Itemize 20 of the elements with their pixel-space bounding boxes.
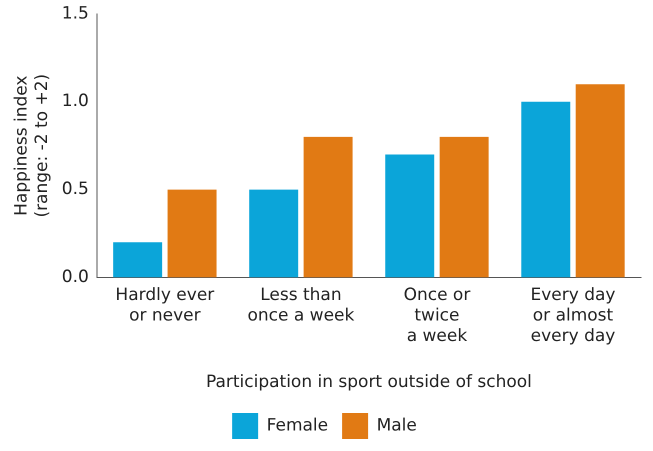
x-tick-label: Once or twice a week xyxy=(404,285,470,346)
bar xyxy=(304,136,353,278)
y-tick-label: 1.5 xyxy=(62,3,89,24)
x-tick-label: Hardly ever or never xyxy=(115,285,214,326)
bar xyxy=(168,190,217,278)
x-axis-title: Participation in sport outside of school xyxy=(206,372,532,392)
x-tick-label: Less than once a week xyxy=(247,285,354,326)
bar xyxy=(113,242,162,278)
bar xyxy=(521,102,570,278)
legend-label: Male xyxy=(376,415,417,436)
bar xyxy=(385,154,434,278)
y-tick-label: 0.0 xyxy=(62,266,89,287)
x-tick-label: Every day or almost every day xyxy=(530,285,616,346)
y-tick-label: 1.0 xyxy=(62,91,89,112)
legend-label: Female xyxy=(266,415,328,436)
y-axis-title: Happiness index (range: -2 to +2) xyxy=(12,74,52,218)
bar xyxy=(249,190,298,278)
y-tick-label: 0.5 xyxy=(62,179,89,200)
bar xyxy=(440,136,489,278)
bar xyxy=(576,84,625,278)
